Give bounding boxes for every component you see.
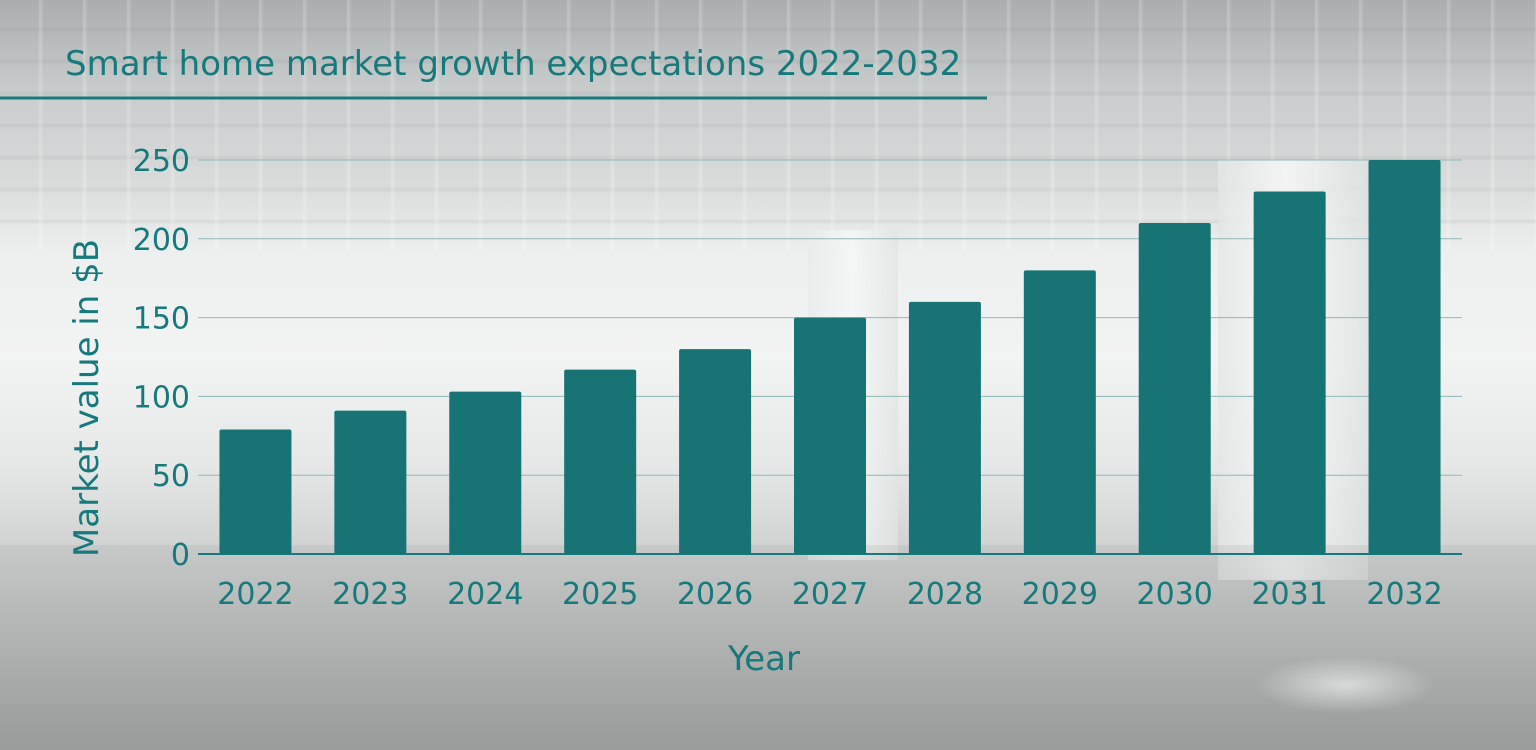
x-tick-label: 2032	[1366, 577, 1442, 612]
bar-2032	[1368, 160, 1441, 554]
chart-title: Smart home market growth expectations 20…	[65, 44, 961, 84]
bar-2027	[794, 317, 866, 554]
y-tick-label: 0	[171, 538, 190, 573]
x-axis-title: Year	[727, 639, 800, 679]
y-tick-label: 200	[133, 223, 190, 258]
y-tick-label: 150	[133, 302, 190, 337]
bar-2026	[679, 349, 752, 554]
y-tick-label: 50	[152, 459, 190, 494]
x-tick-label: 2029	[1022, 577, 1098, 612]
x-tick-label: 2030	[1137, 577, 1213, 612]
bars	[219, 160, 1441, 555]
x-tick-label: 2026	[677, 577, 753, 612]
x-tick-label: 2024	[447, 577, 523, 612]
x-tick-label: 2022	[217, 577, 293, 612]
floor	[0, 545, 1536, 750]
bar-2028	[908, 301, 981, 554]
bar-2023	[334, 410, 407, 554]
x-tick-label: 2025	[562, 577, 638, 612]
x-tick-label: 2031	[1251, 577, 1327, 612]
x-tick-label: 2027	[792, 577, 868, 612]
y-tick-label: 100	[133, 380, 190, 415]
x-axis-ticks: 2022 2023 2024 2025 2026 2027 2028 2029 2030 2031…	[217, 577, 1442, 612]
y-tick-label: 250	[133, 144, 190, 179]
y-axis-ticks: 0 50 100 150 200 250	[133, 144, 190, 573]
bar-2022	[219, 429, 292, 554]
y-axis-title: Market value in $B	[67, 239, 107, 557]
bar-2031	[1253, 191, 1326, 554]
bar-2024	[449, 391, 522, 554]
x-tick-label: 2028	[907, 577, 983, 612]
bar-2029	[1023, 270, 1096, 554]
bar-2030	[1138, 223, 1211, 555]
x-tick-label: 2023	[332, 577, 408, 612]
bar-2025	[564, 369, 637, 554]
